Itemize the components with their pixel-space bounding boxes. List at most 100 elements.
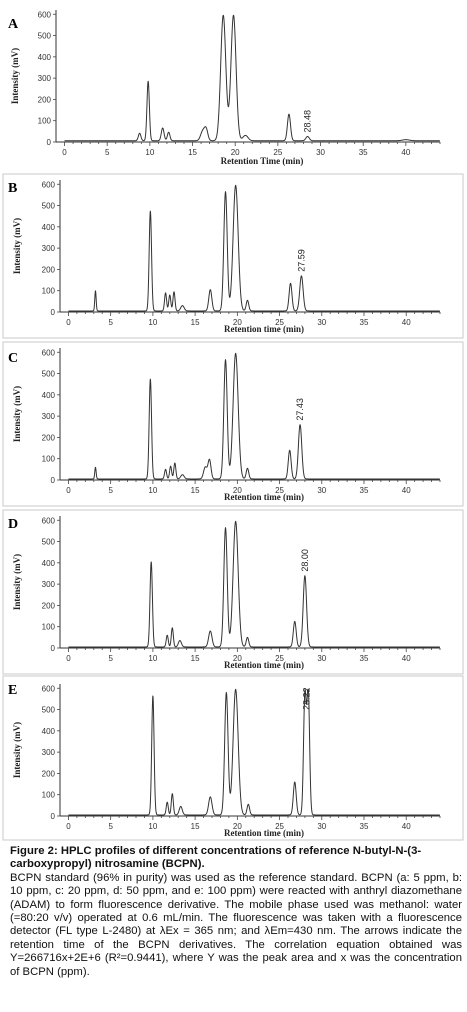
x-tick-label: 0 bbox=[62, 148, 67, 157]
y-tick-label: 0 bbox=[51, 476, 56, 485]
x-tick-label: 20 bbox=[231, 148, 240, 157]
x-tick-label: 0 bbox=[66, 654, 71, 663]
x-tick-label: 20 bbox=[233, 822, 242, 831]
caption-body: BCPN standard (96% in purity) was used a… bbox=[10, 871, 462, 978]
chart-svg: B0 5 10 15 20 25 30 35 400100200300400500600Rete… bbox=[2, 173, 464, 339]
chart-svg: C0 5 10 15 20 25 30 35 400100200300400500600Rete… bbox=[2, 341, 464, 507]
panel-letter: B bbox=[8, 181, 17, 196]
chromatogram-trace bbox=[68, 520, 441, 648]
x-tick-label: 40 bbox=[402, 486, 411, 495]
x-tick-label: 30 bbox=[316, 148, 325, 157]
x-tick-label: 5 bbox=[108, 654, 113, 663]
x-tick-label: 25 bbox=[275, 486, 284, 495]
x-tick-label: 35 bbox=[360, 822, 369, 831]
x-tick-label: 20 bbox=[233, 318, 242, 327]
y-tick-label: 500 bbox=[42, 202, 56, 211]
figure-caption: Figure 2: HPLC profiles of different con… bbox=[10, 845, 462, 979]
y-axis-label: Intensity (mV) bbox=[10, 48, 20, 104]
chart-svg: D0 5 10 15 20 25 30 35 400100200300400500600Rete… bbox=[2, 509, 464, 675]
x-tick-label: 40 bbox=[402, 654, 411, 663]
y-axis-label: Intensity (mV) bbox=[12, 554, 22, 610]
y-tick-label: 500 bbox=[42, 538, 56, 547]
y-tick-label: 0 bbox=[51, 644, 56, 653]
panel-border bbox=[2, 675, 464, 841]
y-axis-label: Intensity (mV) bbox=[12, 386, 22, 442]
bcpn-retention-label: 28.48 bbox=[303, 110, 313, 133]
x-tick-label: 35 bbox=[360, 318, 369, 327]
x-tick-label: 15 bbox=[191, 318, 200, 327]
y-tick-label: 400 bbox=[42, 223, 56, 232]
x-tick-label: 30 bbox=[317, 822, 326, 831]
x-axis-label: Retention time (min) bbox=[224, 492, 304, 502]
y-tick-label: 0 bbox=[47, 138, 52, 147]
y-axis-label: Intensity (mV) bbox=[12, 722, 22, 778]
y-tick-label: 100 bbox=[42, 287, 56, 296]
y-tick-label: 600 bbox=[42, 516, 56, 525]
y-tick-label: 500 bbox=[42, 706, 56, 715]
x-tick-label: 15 bbox=[191, 654, 200, 663]
y-tick-label: 200 bbox=[42, 265, 56, 274]
x-tick-label: 40 bbox=[402, 822, 411, 831]
chart-svg: E0 5 10 15 20 25 30 35 400100200300400500600Rete… bbox=[2, 675, 464, 841]
y-tick-label: 500 bbox=[38, 32, 52, 41]
x-axis-label: Retention time (min) bbox=[224, 324, 304, 334]
y-tick-label: 400 bbox=[42, 391, 56, 400]
x-tick-label: 0 bbox=[66, 822, 71, 831]
x-tick-label: 25 bbox=[275, 654, 284, 663]
x-tick-label: 35 bbox=[360, 486, 369, 495]
y-axis-label: Intensity (mV) bbox=[12, 218, 22, 274]
panel-letter: E bbox=[8, 683, 17, 698]
y-tick-label: 300 bbox=[42, 412, 56, 421]
x-tick-label: 40 bbox=[401, 148, 410, 157]
bcpn-retention-label: 27.59 bbox=[296, 249, 306, 272]
x-tick-label: 10 bbox=[148, 822, 157, 831]
y-tick-label: 300 bbox=[42, 748, 56, 757]
x-tick-label: 0 bbox=[66, 486, 71, 495]
y-tick-label: 100 bbox=[42, 623, 56, 632]
x-tick-label: 15 bbox=[191, 822, 200, 831]
x-tick-label: 25 bbox=[273, 148, 282, 157]
x-tick-label: 5 bbox=[105, 148, 110, 157]
panel-border bbox=[2, 341, 464, 507]
y-tick-label: 400 bbox=[42, 727, 56, 736]
x-tick-label: 10 bbox=[148, 486, 157, 495]
x-tick-label: 15 bbox=[191, 486, 200, 495]
x-tick-label: 20 bbox=[233, 486, 242, 495]
y-tick-label: 600 bbox=[42, 180, 56, 189]
bcpn-retention-label: 28.22 bbox=[302, 687, 312, 710]
chromatogram-trace bbox=[68, 184, 441, 312]
x-tick-label: 20 bbox=[233, 654, 242, 663]
y-tick-label: 200 bbox=[42, 769, 56, 778]
y-tick-label: 200 bbox=[42, 433, 56, 442]
x-tick-label: 5 bbox=[108, 822, 113, 831]
x-tick-label: 30 bbox=[317, 486, 326, 495]
chromatogram-panel-d: D 0 5 10 15 20 25 30 35 40 0 100 200 300 400 500 600 Rete… bbox=[0, 508, 467, 676]
x-axis-label: Retention Time (min) bbox=[221, 156, 304, 166]
x-tick-label: 35 bbox=[360, 654, 369, 663]
x-tick-label: 0 bbox=[66, 318, 71, 327]
y-tick-label: 0 bbox=[51, 812, 56, 821]
y-tick-label: 100 bbox=[38, 117, 52, 126]
chromatogram-trace bbox=[68, 352, 441, 480]
chromatogram-panel-e: E 0 5 10 15 20 25 30 35 40 0 100 200 300 400 500 600 Rete… bbox=[0, 674, 467, 842]
chromatogram-trace bbox=[68, 688, 441, 816]
x-tick-label: 10 bbox=[148, 318, 157, 327]
x-tick-label: 10 bbox=[148, 654, 157, 663]
chromatogram-panel-a: A 0 5 10 15 20 25 30 35 40 0 100 200 300 400 500 600 Rete… bbox=[0, 0, 467, 168]
chromatogram-panel-b: B 0 5 10 15 20 25 30 35 40 0 100 200 300 400 500 600 Rete… bbox=[0, 172, 467, 340]
x-axis-label: Retention time (min) bbox=[224, 660, 304, 670]
y-tick-label: 300 bbox=[42, 244, 56, 253]
chart-svg: A0 5 10 15 20 25 30 35 400100200300400500600Rete… bbox=[8, 10, 441, 166]
chromatogram-panel-c: C 0 5 10 15 20 25 30 35 40 0 100 200 300 400 500 600 Rete… bbox=[0, 340, 467, 508]
x-tick-label: 30 bbox=[317, 318, 326, 327]
x-tick-label: 25 bbox=[275, 318, 284, 327]
y-tick-label: 100 bbox=[42, 455, 56, 464]
x-tick-label: 15 bbox=[188, 148, 197, 157]
x-axis-label: Retention time (min) bbox=[224, 828, 304, 838]
panel-border bbox=[2, 509, 464, 675]
bcpn-retention-label: 28.00 bbox=[300, 549, 310, 572]
y-tick-label: 200 bbox=[38, 95, 52, 104]
y-tick-label: 300 bbox=[42, 580, 56, 589]
caption-title: Figure 2: HPLC profiles of different con… bbox=[10, 845, 422, 871]
x-tick-label: 5 bbox=[108, 486, 113, 495]
